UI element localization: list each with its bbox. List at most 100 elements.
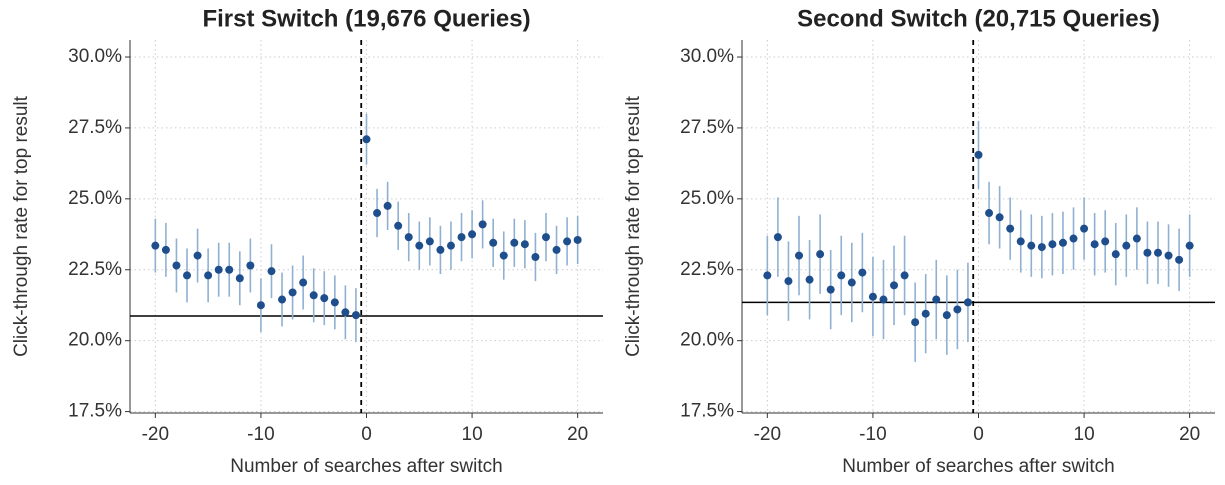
point [890, 281, 899, 290]
x-tick-label: 0 [361, 424, 372, 445]
x-tick-label: 10 [1074, 424, 1095, 445]
x-tick-label: -20 [754, 424, 781, 445]
point [552, 245, 561, 254]
point [1143, 248, 1152, 257]
point [341, 308, 350, 317]
y-tick-label: 20.0% [68, 330, 122, 351]
point [995, 213, 1004, 222]
point [1101, 237, 1110, 246]
y-tick-label: 30.0% [68, 46, 122, 67]
point [879, 295, 888, 304]
point [1080, 224, 1089, 233]
point [446, 241, 455, 250]
point [953, 305, 962, 314]
point [911, 318, 920, 327]
x-tick-label: 20 [1179, 424, 1200, 445]
point [1058, 238, 1067, 247]
point [868, 292, 877, 301]
point [1048, 240, 1057, 249]
y-axis-label: Click-through rate for top result [623, 95, 644, 357]
point [795, 251, 804, 260]
point [1069, 234, 1078, 243]
chart-title: Second Switch (20,715 Queries) [797, 5, 1160, 32]
point [773, 233, 782, 242]
point [204, 271, 213, 280]
point [974, 150, 983, 159]
x-tick-label: -10 [859, 424, 886, 445]
point [425, 237, 434, 246]
x-tick-label: -20 [142, 424, 169, 445]
y-tick-label: 30.0% [680, 46, 734, 67]
y-axis-label: Click-through rate for top result [11, 95, 32, 357]
point [351, 311, 360, 320]
point [309, 291, 318, 300]
point [1175, 255, 1184, 264]
point [183, 271, 192, 280]
x-axis-label: Number of searches after switch [230, 456, 502, 477]
point [510, 238, 519, 247]
y-tick-label: 25.0% [680, 188, 734, 209]
point [784, 277, 793, 286]
point [457, 233, 466, 242]
point [468, 230, 477, 239]
x-axis-label: Number of searches after switch [842, 456, 1114, 477]
point [1006, 224, 1015, 233]
point [816, 250, 825, 259]
point [151, 241, 160, 250]
y-tick-label: 22.5% [68, 259, 122, 280]
point [1027, 241, 1036, 250]
x-tick-label: 10 [462, 424, 483, 445]
y-tick-label: 17.5% [680, 401, 734, 422]
point [288, 288, 297, 297]
y-tick-label: 27.5% [680, 117, 734, 138]
point [373, 209, 382, 218]
point [1016, 237, 1025, 246]
point [225, 265, 234, 274]
point [805, 275, 814, 284]
point [394, 221, 403, 230]
point [900, 271, 909, 280]
point [847, 278, 856, 287]
point [541, 233, 550, 242]
point [826, 285, 835, 294]
point [499, 251, 508, 260]
point [1111, 250, 1120, 259]
point [1090, 240, 1099, 249]
point [267, 267, 276, 276]
point [921, 309, 930, 318]
point [837, 271, 846, 280]
point [161, 245, 170, 254]
chart-title: First Switch (19,676 Queries) [202, 5, 530, 32]
point [256, 301, 265, 310]
point [362, 135, 371, 144]
point [985, 209, 994, 218]
point [489, 238, 498, 247]
point [932, 295, 941, 304]
point [763, 271, 772, 280]
point [573, 235, 582, 244]
point [330, 298, 339, 307]
point [531, 252, 540, 261]
point [1122, 241, 1131, 250]
point [858, 268, 867, 277]
point [404, 233, 413, 242]
point [278, 295, 287, 304]
point [1153, 248, 1162, 257]
x-tick-label: 20 [567, 424, 588, 445]
point [299, 278, 308, 287]
point [1185, 241, 1194, 250]
point [172, 261, 181, 270]
point [436, 245, 445, 254]
point [320, 294, 329, 303]
x-tick-label: 0 [973, 424, 984, 445]
point [246, 261, 255, 270]
point [520, 240, 529, 249]
point [383, 201, 392, 210]
y-tick-label: 20.0% [680, 330, 734, 351]
point [415, 241, 424, 250]
y-tick-label: 22.5% [680, 259, 734, 280]
point [235, 274, 244, 283]
x-tick-label: -10 [247, 424, 274, 445]
y-tick-label: 17.5% [68, 401, 122, 422]
